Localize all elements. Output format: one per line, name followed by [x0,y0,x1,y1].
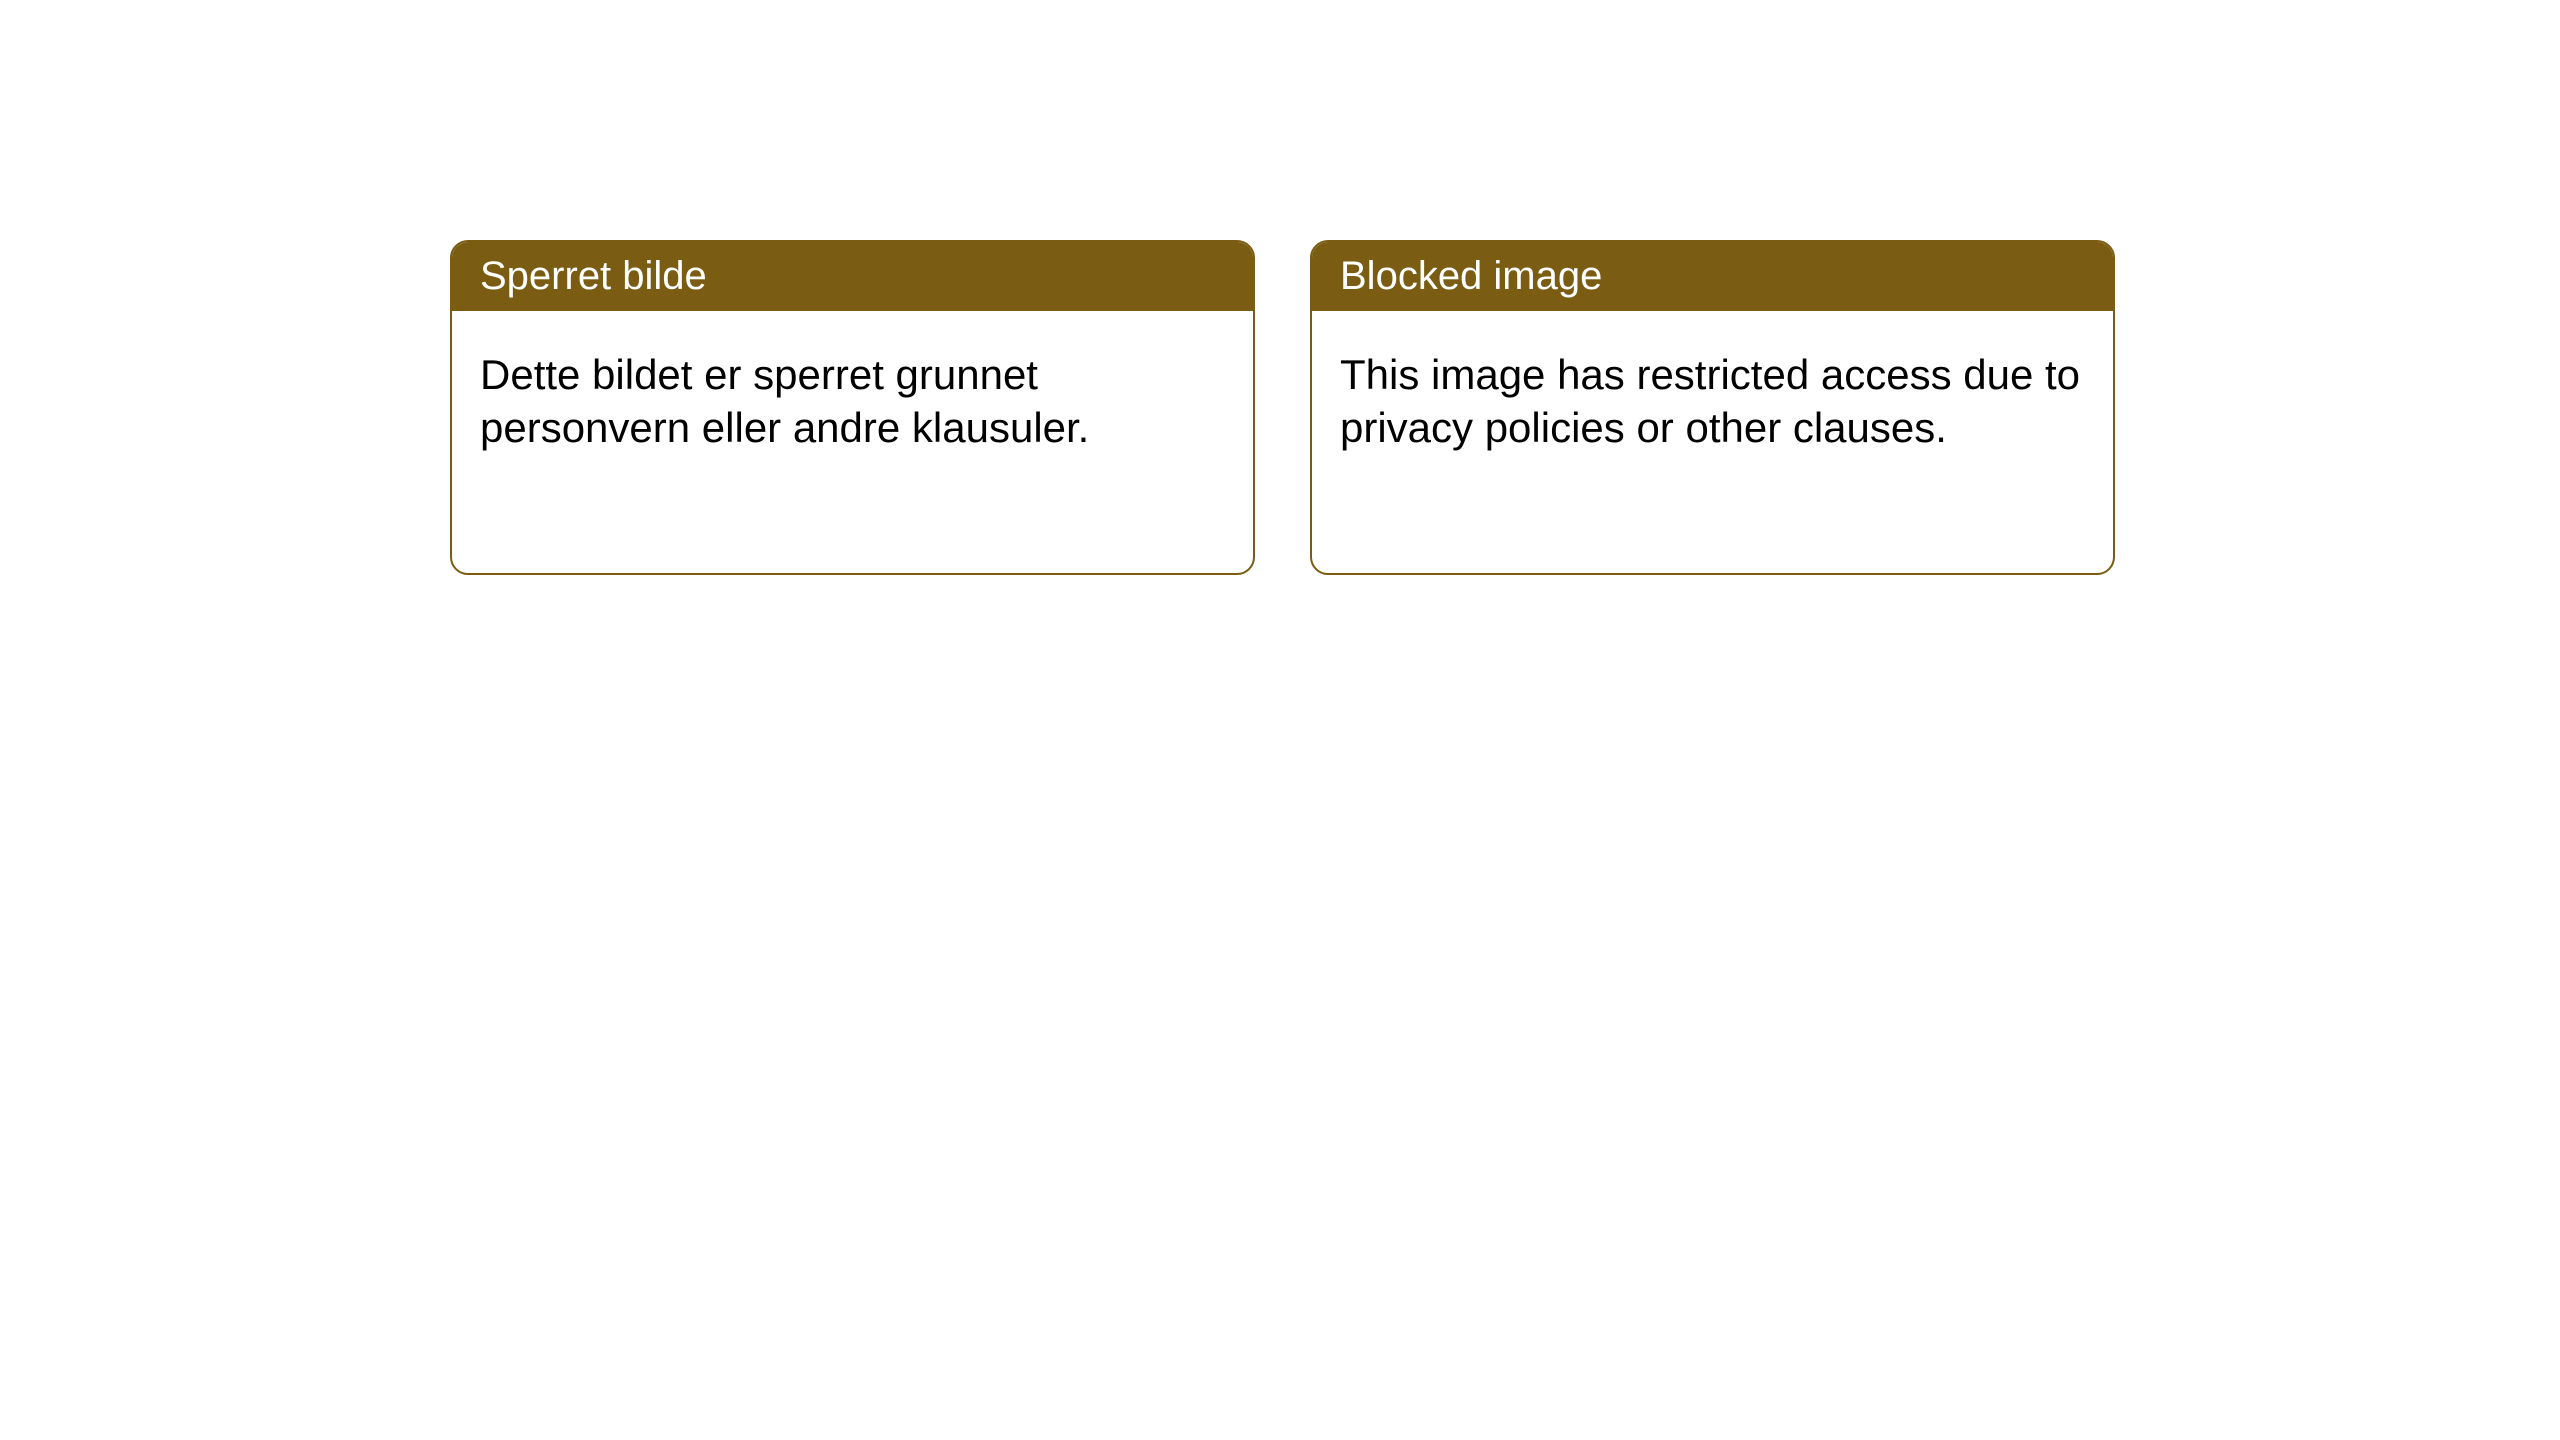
card-body: Dette bildet er sperret grunnet personve… [452,311,1253,492]
notice-card-norwegian: Sperret bilde Dette bildet er sperret gr… [450,240,1255,575]
notice-card-english: Blocked image This image has restricted … [1310,240,2115,575]
card-header: Sperret bilde [452,242,1253,311]
card-body: This image has restricted access due to … [1312,311,2113,492]
card-header: Blocked image [1312,242,2113,311]
notice-container: Sperret bilde Dette bildet er sperret gr… [0,0,2560,575]
